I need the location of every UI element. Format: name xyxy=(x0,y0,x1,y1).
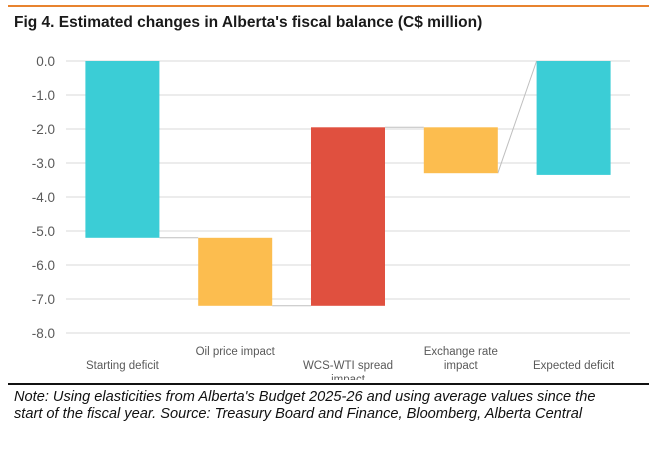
x-category-label: Starting deficit xyxy=(86,360,160,372)
top-rule xyxy=(8,5,649,7)
figure-note: Note: Using elasticities from Alberta's … xyxy=(14,389,596,422)
bar xyxy=(198,237,273,306)
y-tick-label: -1.0 xyxy=(32,88,55,103)
y-tick-label: -7.0 xyxy=(32,292,55,307)
y-tick-label: -3.0 xyxy=(32,156,55,171)
bar xyxy=(536,61,611,175)
y-tick-label: 0.0 xyxy=(36,54,55,69)
y-tick-label: -8.0 xyxy=(32,326,55,341)
y-tick-label: -4.0 xyxy=(32,190,55,205)
bar xyxy=(85,61,160,238)
figure-title: Fig 4. Estimated changes in Alberta's fi… xyxy=(14,14,483,31)
bar xyxy=(423,127,498,174)
bar xyxy=(311,127,385,306)
connector-line xyxy=(497,60,538,174)
x-category-label: Expected deficit xyxy=(533,360,615,372)
y-tick-label: -5.0 xyxy=(32,224,55,239)
x-category-label: impact xyxy=(444,360,479,372)
y-tick-label: -6.0 xyxy=(32,258,55,273)
y-tick-label: -2.0 xyxy=(32,122,55,137)
waterfall-chart: 0.0 -1.0 -2.0 -3.0 -4.0 -5.0 -6.0 -7.0 -8.0 Start… xyxy=(32,54,630,380)
x-category-label: WCS-WTI spread xyxy=(303,360,393,372)
x-category-label: impact xyxy=(331,374,366,380)
x-category-label: Oil price impact xyxy=(196,346,276,358)
x-category-label: Exchange rate xyxy=(424,346,498,358)
bottom-rule xyxy=(8,383,649,385)
